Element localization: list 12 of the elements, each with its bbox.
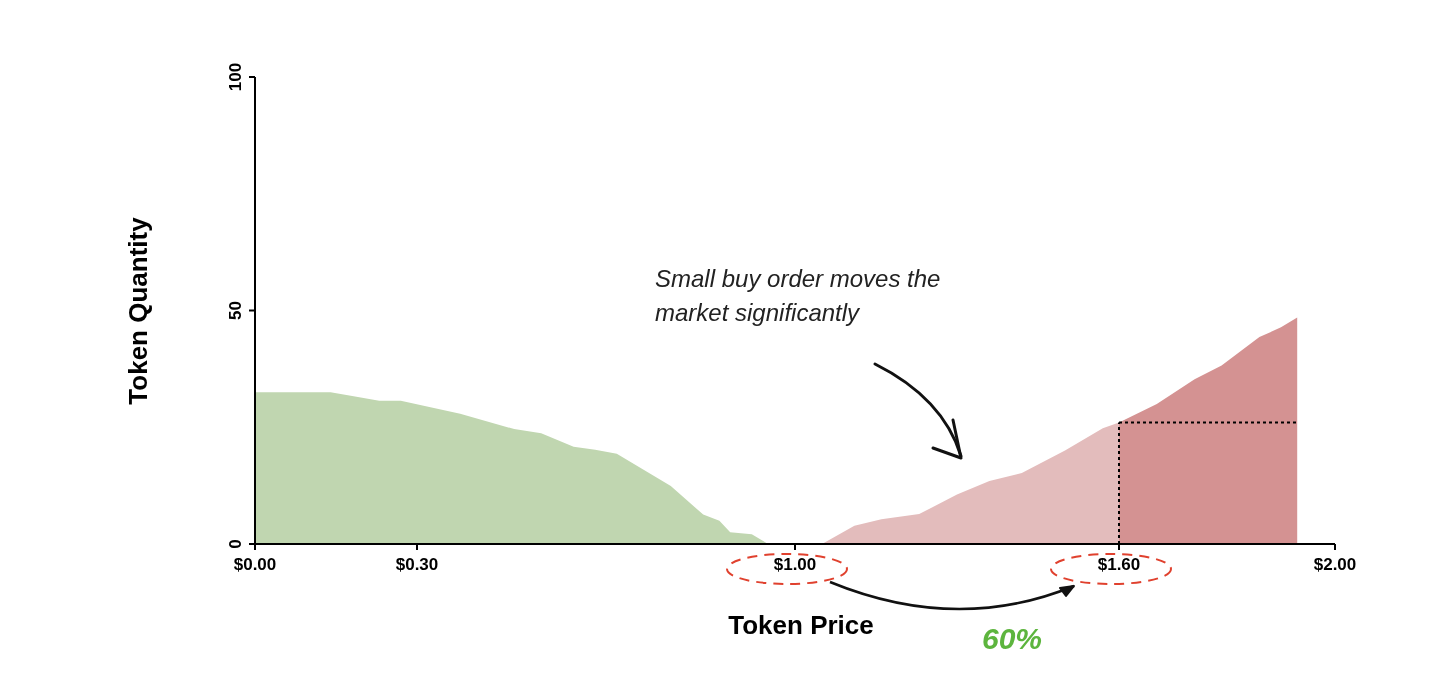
- x-tick-label: $1.00: [773, 555, 817, 574]
- y-tick-label: 100: [226, 62, 245, 92]
- y-axis-title: Token Quantity: [122, 216, 154, 405]
- text: 60%: [981, 622, 1043, 656]
- y-tick-label: 50: [226, 301, 245, 320]
- y-tick-label: 0: [226, 539, 245, 549]
- x-tick-label: $2.00: [1313, 555, 1357, 574]
- annotation: Small buy order moves the market significantly: [655, 264, 942, 328]
- x-tick-label: $0.30: [395, 555, 439, 574]
- x-axis-title: Token Price: [728, 610, 874, 641]
- x-tick-label: $1.60: [1097, 555, 1141, 574]
- x-tick-label: $0.00: [233, 555, 277, 574]
